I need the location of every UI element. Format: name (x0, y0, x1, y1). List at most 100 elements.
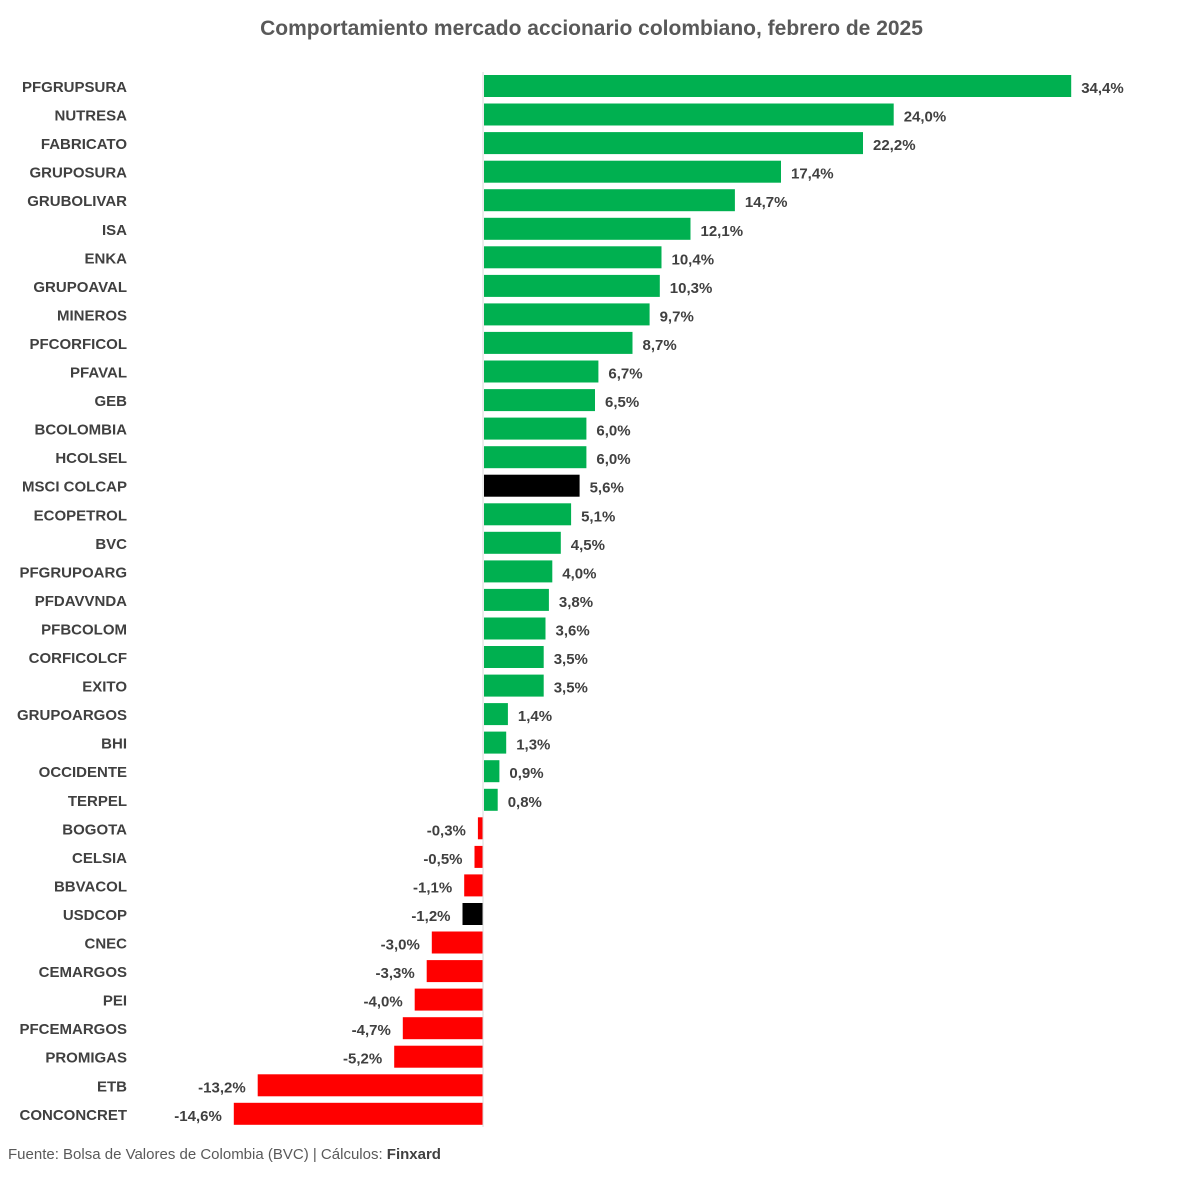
bar (484, 731, 507, 754)
bar (484, 474, 580, 497)
chart-title: Comportamiento mercado accionario colomb… (260, 17, 923, 40)
data-label: 4,5% (571, 537, 605, 554)
category-label: BCOLOMBIA (35, 422, 128, 439)
data-label: 6,0% (596, 451, 630, 468)
category-label: ISA (102, 222, 127, 239)
category-label: GRUBOLIVAR (27, 193, 127, 210)
bar (484, 760, 500, 783)
data-label: -1,1% (413, 879, 452, 896)
category-label: TERPEL (68, 793, 127, 810)
data-label: 8,7% (643, 337, 677, 354)
bar (484, 274, 660, 297)
data-label: 22,2% (873, 137, 916, 154)
category-label: ENKA (84, 250, 127, 267)
data-label: 3,6% (556, 623, 590, 640)
bar (257, 1074, 483, 1097)
data-label: -0,3% (427, 822, 466, 839)
category-label: EXITO (82, 679, 127, 696)
category-label: PFDAVVNDA (35, 593, 127, 610)
category-label: NUTRESA (54, 108, 127, 125)
data-label: 12,1% (701, 223, 744, 240)
data-label: 6,5% (605, 394, 639, 411)
bar (484, 646, 544, 668)
data-label: 10,3% (670, 280, 713, 297)
category-label: GRUPOARGOS (17, 707, 127, 724)
category-label: MSCI COLCAP (22, 479, 127, 496)
bar (484, 503, 572, 526)
bar (462, 903, 483, 925)
bar (484, 446, 587, 469)
bar (426, 960, 483, 983)
category-label: CEMARGOS (39, 964, 127, 981)
bar (484, 674, 544, 697)
category-label: CNEC (84, 936, 127, 953)
category-label: HCOLSEL (55, 450, 127, 467)
bar (484, 189, 735, 212)
category-label: PFCORFICOL (30, 336, 128, 353)
category-label: GEB (94, 393, 127, 410)
category-label: PFGRUPOARG (19, 564, 127, 581)
category-label: ETB (97, 1078, 127, 1095)
data-label: -4,7% (352, 1022, 391, 1039)
category-label: PROMIGAS (45, 1050, 127, 1067)
brand-name: Finxard (386, 1146, 441, 1163)
bar (477, 817, 483, 840)
bar (484, 160, 781, 183)
data-label: 3,5% (554, 680, 588, 697)
data-label: 24,0% (904, 109, 947, 126)
data-label: -5,2% (343, 1051, 382, 1068)
category-label: GRUPOAVAL (33, 279, 127, 296)
category-label: PFGRUPSURA (22, 79, 127, 96)
category-label: CONCONCRET (20, 1107, 128, 1124)
source-text: Fuente: Bolsa de Valores de Colombia (BV… (8, 1146, 387, 1163)
bar-chart: PFGRUPSURA 34,4% NUTRESA 24,0% FABRICATO 22,2… (17, 72, 1124, 1127)
bar (484, 132, 863, 155)
source-note: Fuente: Bolsa de Valores de Colombia (BV… (8, 1146, 441, 1163)
category-label: BBVACOL (54, 878, 127, 895)
data-label: -3,0% (381, 937, 420, 954)
data-label: 6,7% (608, 366, 642, 383)
data-label: -0,5% (423, 851, 462, 868)
bar (431, 931, 483, 954)
bar (394, 1045, 483, 1068)
data-label: 10,4% (672, 251, 715, 268)
data-label: 34,4% (1081, 80, 1124, 97)
bar (484, 788, 498, 811)
data-label: 14,7% (745, 194, 788, 211)
bar (484, 103, 894, 126)
bar (402, 1017, 483, 1040)
category-label: BOGOTA (62, 821, 127, 838)
bar (484, 417, 587, 440)
data-label: 3,8% (559, 594, 593, 611)
data-label: -13,2% (198, 1079, 246, 1096)
category-label: OCCIDENTE (39, 764, 127, 781)
bar (484, 303, 650, 326)
data-label: 5,6% (590, 480, 624, 497)
category-label: FABRICATO (41, 136, 127, 153)
bar (474, 845, 483, 868)
category-label: CELSIA (72, 850, 127, 867)
bar (484, 217, 691, 240)
data-label: 0,8% (508, 794, 542, 811)
category-label: USDCOP (63, 907, 127, 924)
category-label: ECOPETROL (34, 507, 127, 524)
bar (484, 531, 561, 554)
data-label: 5,1% (581, 508, 615, 525)
bar (484, 246, 662, 269)
category-label: PFBCOLOM (41, 622, 127, 639)
data-label: 3,5% (554, 651, 588, 668)
bar (484, 75, 1072, 97)
bar (484, 331, 633, 354)
category-label: GRUPOSURA (29, 165, 127, 182)
category-label: PFAVAL (70, 365, 127, 382)
data-label: 9,7% (660, 308, 694, 325)
bar (414, 988, 483, 1011)
data-label: 0,9% (509, 765, 543, 782)
data-label: 17,4% (791, 166, 834, 183)
data-label: 6,0% (596, 423, 630, 440)
category-label: PEI (103, 993, 127, 1010)
bar (484, 588, 549, 611)
category-label: MINEROS (57, 307, 127, 324)
bar (233, 1102, 483, 1125)
bar (484, 617, 546, 640)
